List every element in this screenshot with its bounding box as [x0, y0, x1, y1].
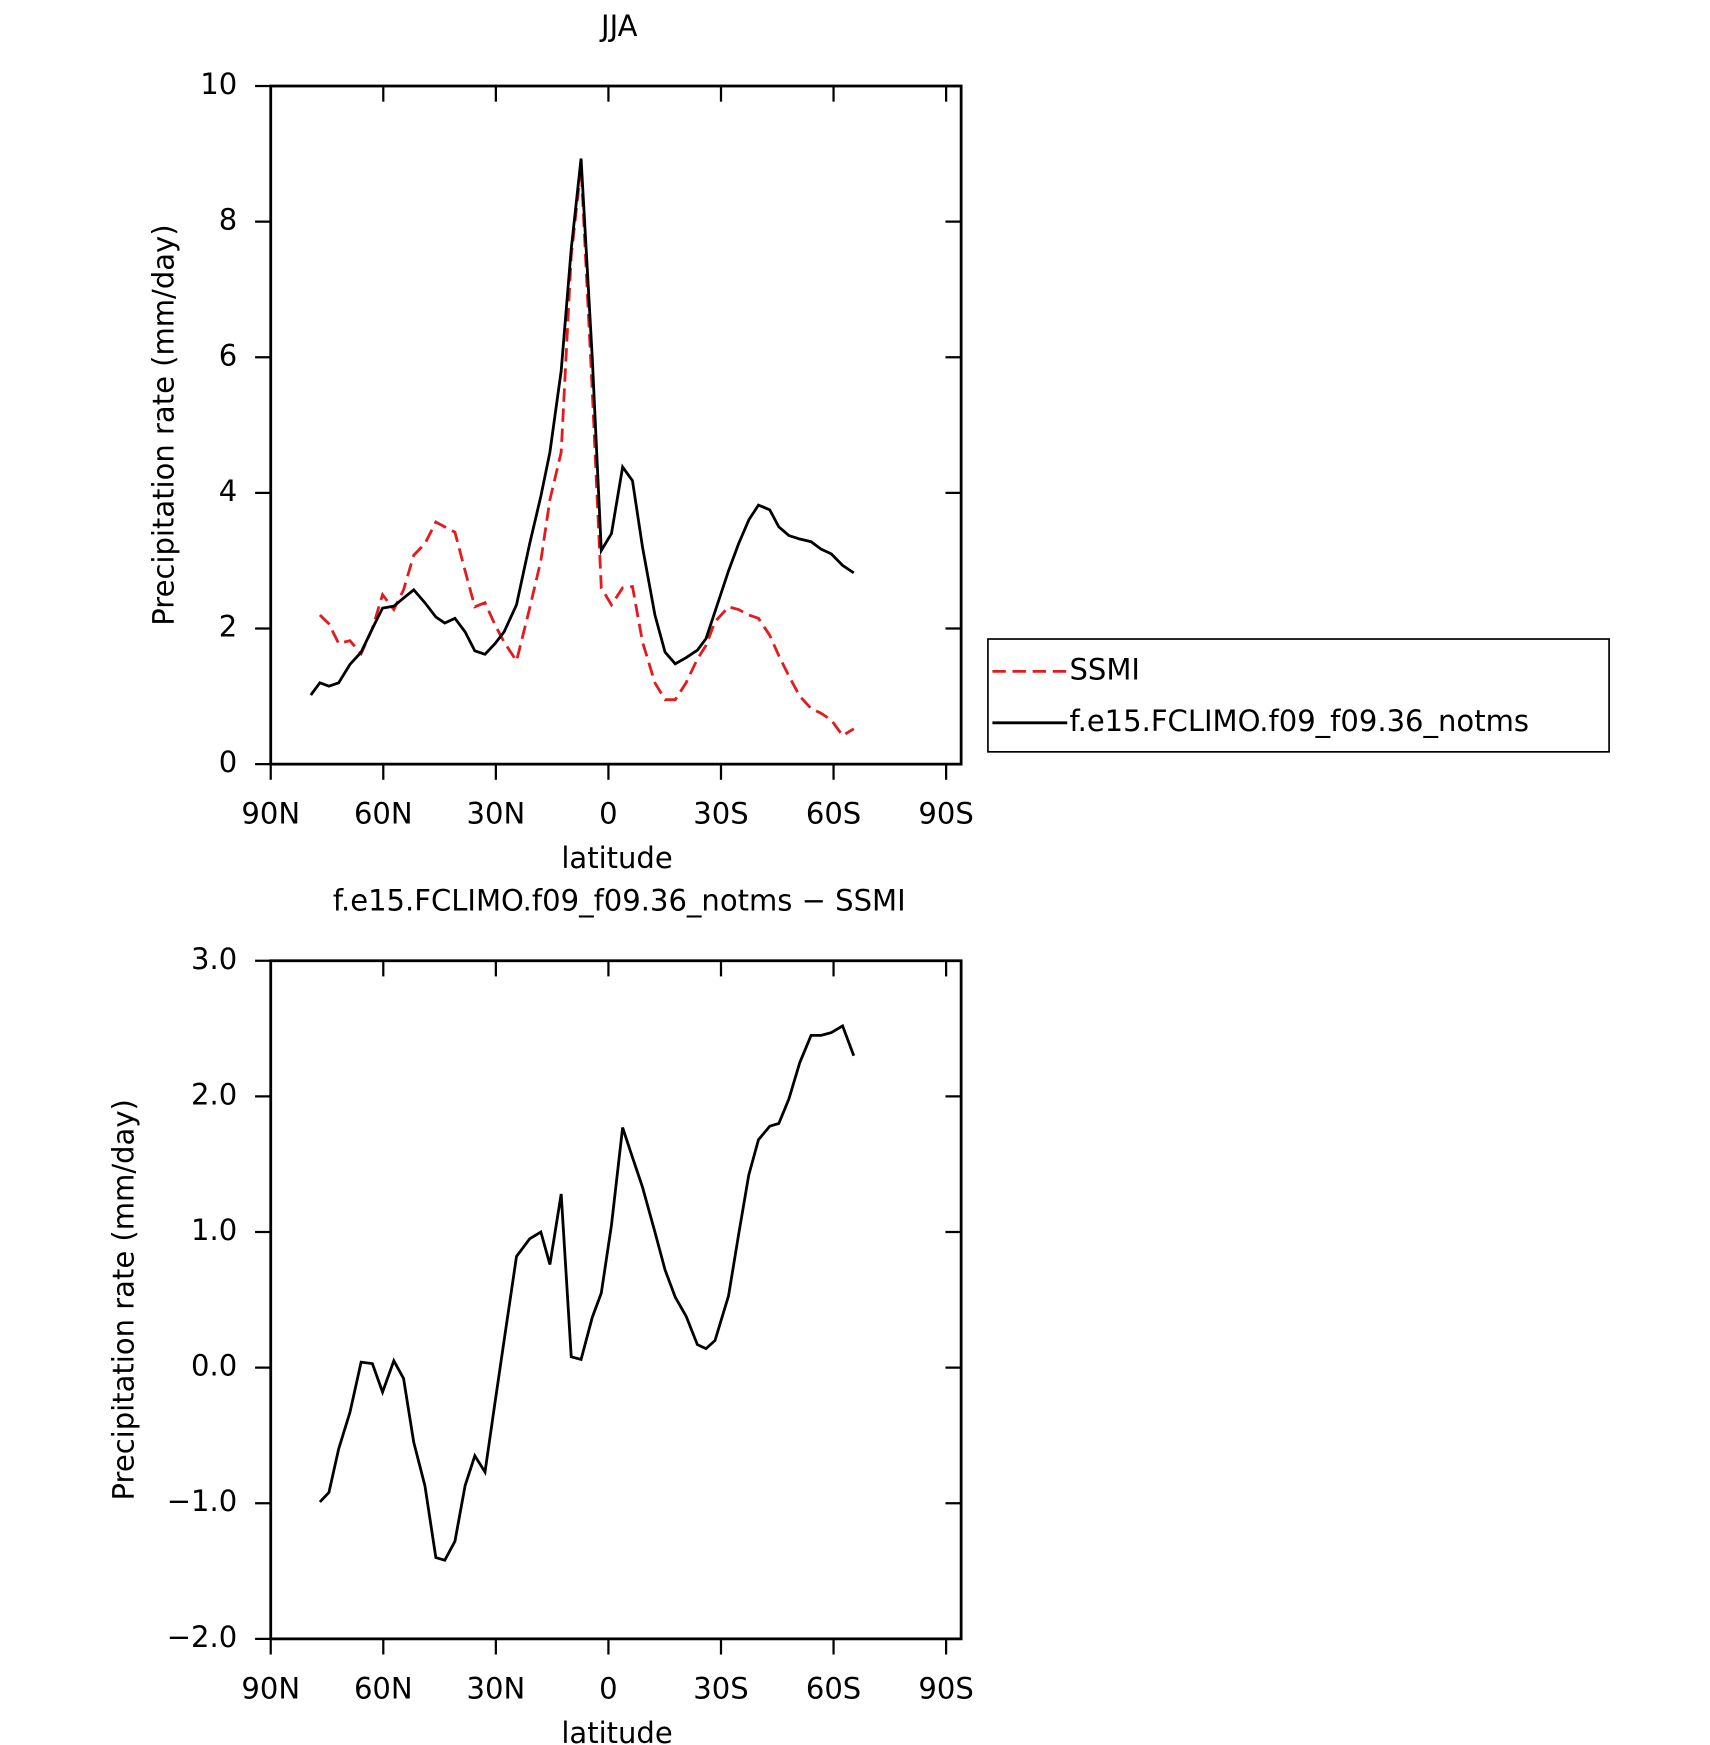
plot-frame [269, 84, 963, 766]
y-tick-label: 0 [219, 745, 237, 779]
y-tick-label: 3.0 [191, 942, 237, 976]
data-line [309, 158, 855, 696]
legend-label: SSMI [1069, 652, 1139, 686]
y-axis-label: Precipitation rate (mm/day) [147, 224, 181, 625]
x-tick-label: 30S [693, 1671, 748, 1705]
y-axis-label: Precipitation rate (mm/day) [106, 1099, 140, 1500]
x-tick-label: 30N [467, 1671, 526, 1705]
chart-title: JJA [599, 9, 638, 43]
y-tick-label: −1.0 [167, 1484, 238, 1518]
y-tick-label: 2.0 [191, 1077, 237, 1111]
x-axis-label: latitude [561, 1716, 672, 1745]
y-tick-label: 0.0 [191, 1349, 237, 1383]
legend-box [987, 638, 1610, 753]
y-tick-label: 10 [200, 67, 237, 101]
x-tick-label: 60N [354, 1671, 413, 1705]
x-tick-label: 60N [354, 797, 413, 831]
x-tick-label: 0 [599, 797, 617, 831]
y-tick-label: 1.0 [191, 1213, 237, 1247]
x-tick-label: 90S [918, 797, 973, 831]
chart-title: f.e15.FCLIMO.f09_f09.36_notms − SSMI [333, 884, 906, 918]
y-tick-label: 4 [219, 474, 237, 508]
x-axis-label: latitude [561, 841, 672, 875]
y-tick-label: 8 [219, 203, 237, 237]
x-tick-label: 60S [806, 1671, 861, 1705]
legend-label: f.e15.FCLIMO.f09_f09.36_notms [1069, 704, 1529, 738]
y-tick-label: −2.0 [167, 1620, 238, 1654]
x-tick-label: 0 [599, 1671, 617, 1705]
x-tick-label: 90N [241, 797, 300, 831]
data-line [318, 1023, 856, 1562]
plot-frame [269, 959, 963, 1641]
x-tick-label: 90S [918, 1671, 973, 1705]
y-tick-label: 6 [219, 338, 237, 372]
x-tick-label: 90N [241, 1671, 300, 1705]
x-tick-label: 30N [467, 797, 526, 831]
y-tick-label: 2 [219, 610, 237, 644]
x-tick-label: 30S [693, 797, 748, 831]
x-tick-label: 60S [806, 797, 861, 831]
